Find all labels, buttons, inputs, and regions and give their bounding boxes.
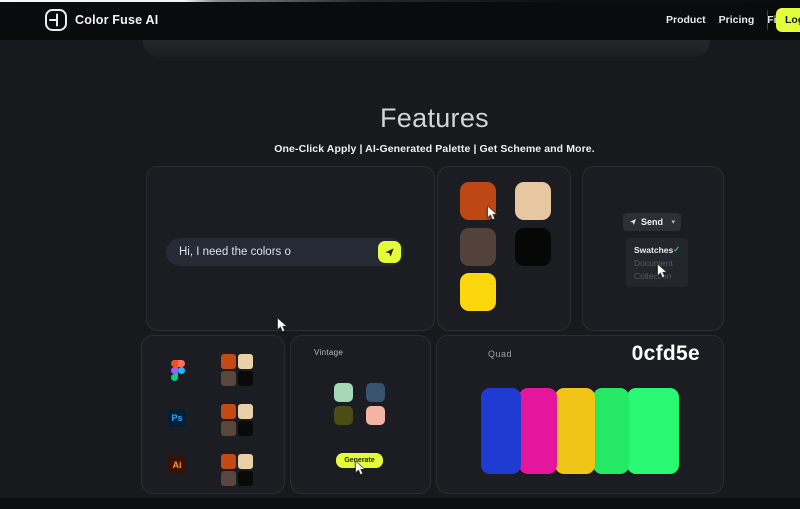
- generate-button[interactable]: Generate: [336, 453, 383, 468]
- menu-item-collection[interactable]: Collection: [634, 269, 680, 282]
- figma-icon: [171, 360, 185, 381]
- login-button[interactable]: Log: [776, 8, 800, 32]
- color-swatch-yellow[interactable]: [460, 273, 496, 311]
- illustrator-icon: Ai: [168, 456, 186, 474]
- scheme-label: Vintage: [314, 348, 344, 357]
- mini-swatch: [221, 371, 236, 386]
- color-bar-yellow[interactable]: [555, 388, 595, 474]
- send-dropdown-label: Send: [641, 217, 664, 227]
- features-header: Features One-Click Apply | AI-Generated …: [146, 103, 723, 155]
- hero-section-bottom: [143, 40, 710, 57]
- cursor-pointer: [355, 460, 366, 476]
- send-dropdown-menu: Swatches ✓ Document Collection: [626, 238, 688, 287]
- menu-item-swatches[interactable]: Swatches ✓: [634, 243, 680, 256]
- color-bar-green[interactable]: [593, 388, 629, 474]
- check-icon: ✓: [673, 245, 680, 254]
- send-icon: [384, 247, 395, 258]
- send-button[interactable]: [378, 241, 401, 263]
- palette-preview-card: [437, 166, 571, 331]
- main-nav: Product Pricing Figma: [666, 0, 798, 40]
- menu-item-label: Collection: [634, 270, 672, 281]
- menu-item-label: Document: [634, 257, 673, 268]
- color-bars: [481, 388, 679, 474]
- brand-name: Color Fuse AI: [75, 13, 159, 27]
- mini-swatch: [221, 454, 236, 469]
- send-dropdown-button[interactable]: Send ▾: [623, 213, 681, 231]
- send-icon: [629, 218, 637, 226]
- hex-value: 0cfd5e: [631, 342, 700, 365]
- photoshop-abbr: Ps: [171, 413, 183, 423]
- header: Color Fuse AI Product Pricing Figma Log: [0, 0, 800, 40]
- chat-input[interactable]: Hi, I need the colors o: [166, 238, 404, 266]
- color-bar-green-light[interactable]: [627, 388, 679, 474]
- mini-swatch: [238, 404, 253, 419]
- chat-demo-card: Hi, I need the colors o: [146, 166, 435, 331]
- mini-swatch: [221, 354, 236, 369]
- mini-swatch: [221, 421, 236, 436]
- illustrator-abbr: Ai: [172, 460, 182, 470]
- nav-pricing[interactable]: Pricing: [718, 14, 755, 26]
- mini-swatch: [238, 421, 253, 436]
- features-title: Features: [380, 103, 489, 133]
- menu-item-label: Swatches: [634, 244, 674, 255]
- photoshop-icon: Ps: [168, 409, 186, 427]
- top-highlight-line: [0, 0, 800, 2]
- features-subtitle: One-Click Apply | AI-Generated Palette |…: [274, 143, 595, 155]
- nav-product[interactable]: Product: [666, 14, 706, 26]
- footer-strip: [0, 498, 800, 509]
- mini-swatch: [238, 354, 253, 369]
- mini-palette-illustrator: [221, 454, 253, 486]
- brand-logo-icon[interactable]: [44, 8, 68, 32]
- quad-scheme-card: Quad 0cfd5e: [436, 335, 724, 494]
- scheme-label: Quad: [488, 349, 513, 359]
- nav-divider: [767, 10, 768, 30]
- menu-item-document[interactable]: Document: [634, 256, 680, 269]
- cursor-pointer: [277, 317, 288, 333]
- mini-swatch: [221, 404, 236, 419]
- color-swatch-brown[interactable]: [460, 228, 496, 266]
- cursor-pointer: [657, 263, 668, 279]
- chat-input-value: Hi, I need the colors o: [179, 246, 291, 258]
- chevron-down-icon: ▾: [671, 218, 675, 226]
- apps-export-card: Ps Ai: [141, 335, 285, 494]
- vintage-swatch-pink[interactable]: [366, 406, 385, 425]
- color-swatch-black[interactable]: [515, 228, 551, 266]
- color-bar-magenta[interactable]: [519, 388, 557, 474]
- mini-swatch: [221, 471, 236, 486]
- vintage-swatch-slate[interactable]: [366, 383, 385, 402]
- color-bar-blue[interactable]: [481, 388, 521, 474]
- mini-palette-figma: [221, 354, 253, 386]
- vintage-swatch-mint[interactable]: [334, 383, 353, 402]
- mini-swatch: [238, 371, 253, 386]
- vintage-swatch-olive[interactable]: [334, 406, 353, 425]
- send-menu-card: Send ▾ Swatches ✓ Document Collection: [582, 166, 724, 331]
- color-swatch-tan[interactable]: [515, 182, 551, 220]
- cursor-pointer: [487, 205, 498, 221]
- mini-swatch: [238, 471, 253, 486]
- mini-swatch: [238, 454, 253, 469]
- mini-palette-photoshop: [221, 404, 253, 436]
